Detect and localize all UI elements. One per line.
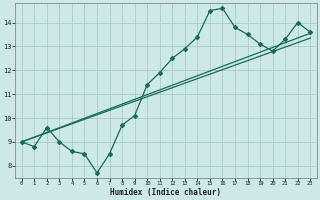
X-axis label: Humidex (Indice chaleur): Humidex (Indice chaleur) xyxy=(110,188,221,197)
